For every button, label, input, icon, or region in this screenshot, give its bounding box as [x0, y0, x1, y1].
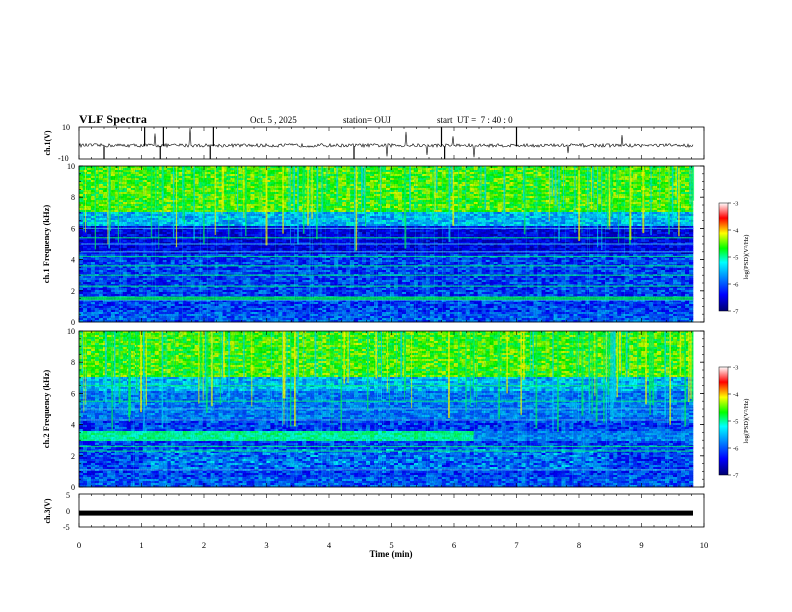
ch3-ytick-mid: 0 [66, 507, 70, 516]
x-tick-label: 2 [202, 540, 206, 550]
x-axis-label: Time (min) [369, 549, 412, 559]
colorbar-tick: -5 [733, 419, 738, 426]
time-axis: 0 1 2 3 4 5 6 7 8 9 10 [77, 127, 708, 550]
colorbar-tick: -6 [733, 282, 739, 289]
x-tick-label: 6 [452, 540, 456, 550]
colorbar-tick: -4 [733, 228, 739, 235]
spec2-ytick: 8 [71, 358, 75, 367]
spec1-ytick: 10 [67, 162, 75, 171]
spec1-ytick: 0 [71, 318, 75, 327]
ch1-colorbar-label: log(PSD)(V²/Hz) [743, 235, 750, 280]
ch3-ytick-top: 5 [66, 491, 70, 500]
ch3-panel: 5 0 -5 ch.3(V) [43, 491, 705, 532]
colorbar-tick: -3 [733, 201, 738, 208]
x-tick-label: 0 [77, 540, 81, 550]
spec2-ytick: 6 [71, 389, 75, 398]
x-tick-label: 5 [389, 540, 393, 550]
ch3-ytick-bottom: -5 [63, 523, 70, 532]
spec1-ytick: 4 [71, 256, 75, 265]
spec2-ytick: 10 [67, 327, 75, 336]
ch1-spectrogram-ylabel: ch.1 Frequency (kHz) [41, 205, 51, 284]
colorbar-tick: -3 [733, 365, 738, 372]
station-label: station= OUJ [343, 115, 391, 125]
ch2-spectrogram-ylabel: ch.2 Frequency (kHz) [41, 370, 51, 449]
x-tick-label: 4 [327, 540, 332, 550]
colorbar-tick: -7 [733, 473, 739, 480]
colorbar-tick: -6 [733, 446, 739, 453]
ch1-waveform-trace [78, 127, 694, 158]
x-tick-label: 7 [514, 540, 518, 550]
spec2-ytick: 0 [71, 483, 75, 492]
x-tick-label: 1 [139, 540, 143, 550]
x-tick-label: 9 [639, 540, 643, 550]
spec2-ytick: 2 [71, 452, 75, 461]
ch2-colorbar-label: log(PSD)(V²/Hz) [743, 399, 750, 444]
ch1-waveform-ylabel: ch.1(V) [43, 130, 52, 155]
plot-title: VLF Spectra [79, 112, 147, 127]
colorbar-tick: -7 [733, 309, 739, 316]
date-label: Oct. 5 , 2025 [250, 115, 297, 125]
x-tick-label: 10 [700, 540, 709, 550]
x-tick-label: 3 [264, 540, 268, 550]
ch1-ytick-bottom: -10 [58, 154, 69, 163]
spec2-ytick: 4 [71, 421, 75, 430]
spec1-ytick: 6 [71, 224, 75, 233]
start-time-label: start UT = 7 : 40 : 0 [437, 115, 513, 125]
ch3-ylabel: ch.3(V) [43, 498, 52, 523]
colorbar-tick: -4 [733, 392, 739, 399]
ch2-spectrogram-panel: 0 2 4 6 8 10 ch.2 Frequency (kHz) [41, 327, 705, 492]
colorbar-tick: -5 [733, 255, 738, 262]
ch1-spectrogram-panel: 0 2 4 6 8 10 ch.1 Frequency (kHz) [41, 162, 705, 327]
x-tick-label: 8 [577, 540, 581, 550]
ch1-waveform-panel: 10 -10 ch.1(V) [43, 123, 705, 163]
ch3-level-line [79, 510, 693, 516]
ch1-colorbar: -3 -4 -5 -6 -7 log(PSD)(V²/Hz) [718, 201, 750, 316]
spec1-ytick: 8 [71, 193, 75, 202]
spec1-ytick: 2 [71, 287, 75, 296]
ch1-ytick-top: 10 [62, 123, 70, 132]
ch2-colorbar: -3 -4 -5 -6 -7 log(PSD)(V²/Hz) [718, 365, 750, 480]
